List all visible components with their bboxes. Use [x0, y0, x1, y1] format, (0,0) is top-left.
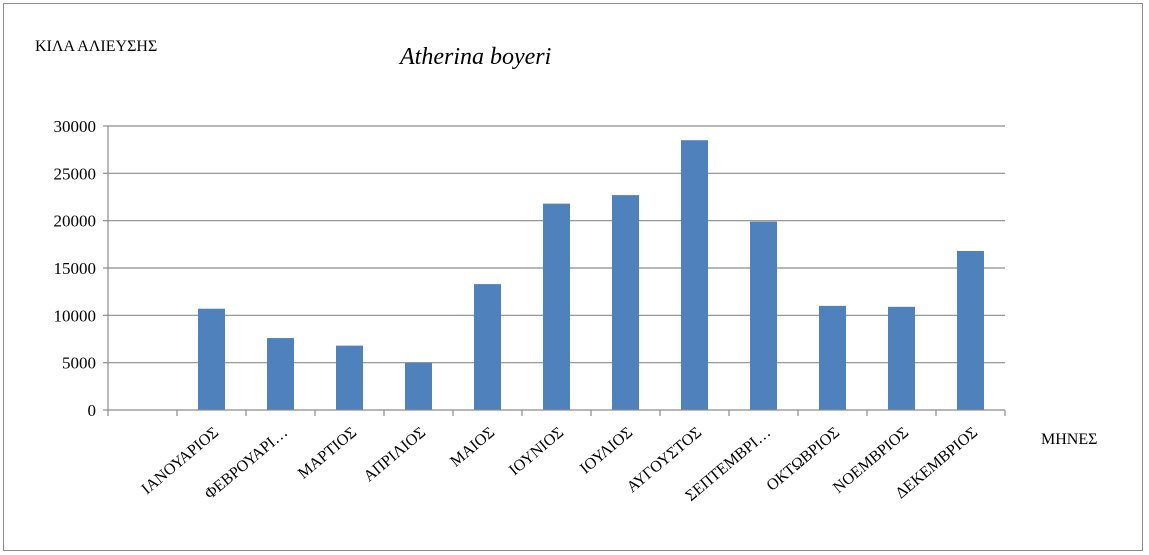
chart-title: Atherina boyeri [398, 44, 551, 70]
y-tick-label: 15000 [54, 259, 97, 278]
x-tick-label: ΜΑΡΤΙΟΣ [295, 424, 360, 482]
chart-frame [3, 3, 1143, 551]
x-tick-label: ΙΟΥΝΙΟΣ [506, 424, 567, 479]
bar [543, 203, 570, 410]
y-tick-label: 25000 [54, 164, 97, 183]
y-tick-labels: 0 5000 10000 15000 20000 25000 30000 [54, 117, 97, 420]
x-tick-label: ΜΑΙΟΣ [447, 424, 498, 470]
y-tick-label: 0 [88, 401, 97, 420]
x-tick-label: ΑΠΡΙΛΙΟΣ [361, 424, 429, 485]
x-axis-label: ΜΗΝΕΣ [1041, 431, 1097, 448]
bar [405, 362, 432, 410]
axes [107, 126, 1006, 416]
y-axis-label: ΚΙΛΑ ΑΛΙΕΥΣΗΣ [35, 38, 157, 55]
bar [198, 308, 225, 410]
bars [198, 140, 984, 410]
x-tick-label: ΙΟΥΛΙΟΣ [577, 424, 636, 477]
bar [336, 345, 363, 410]
bar [681, 140, 708, 410]
y-tick-label: 30000 [54, 117, 97, 136]
y-tick-label: 5000 [62, 354, 96, 373]
bar [957, 250, 984, 410]
bar [474, 284, 501, 410]
bar [888, 306, 915, 410]
y-tick-label: 20000 [54, 212, 97, 231]
y-tick-label: 10000 [54, 306, 97, 325]
bar [750, 221, 777, 410]
bar [612, 195, 639, 410]
bar [819, 305, 846, 410]
bar [267, 338, 294, 410]
